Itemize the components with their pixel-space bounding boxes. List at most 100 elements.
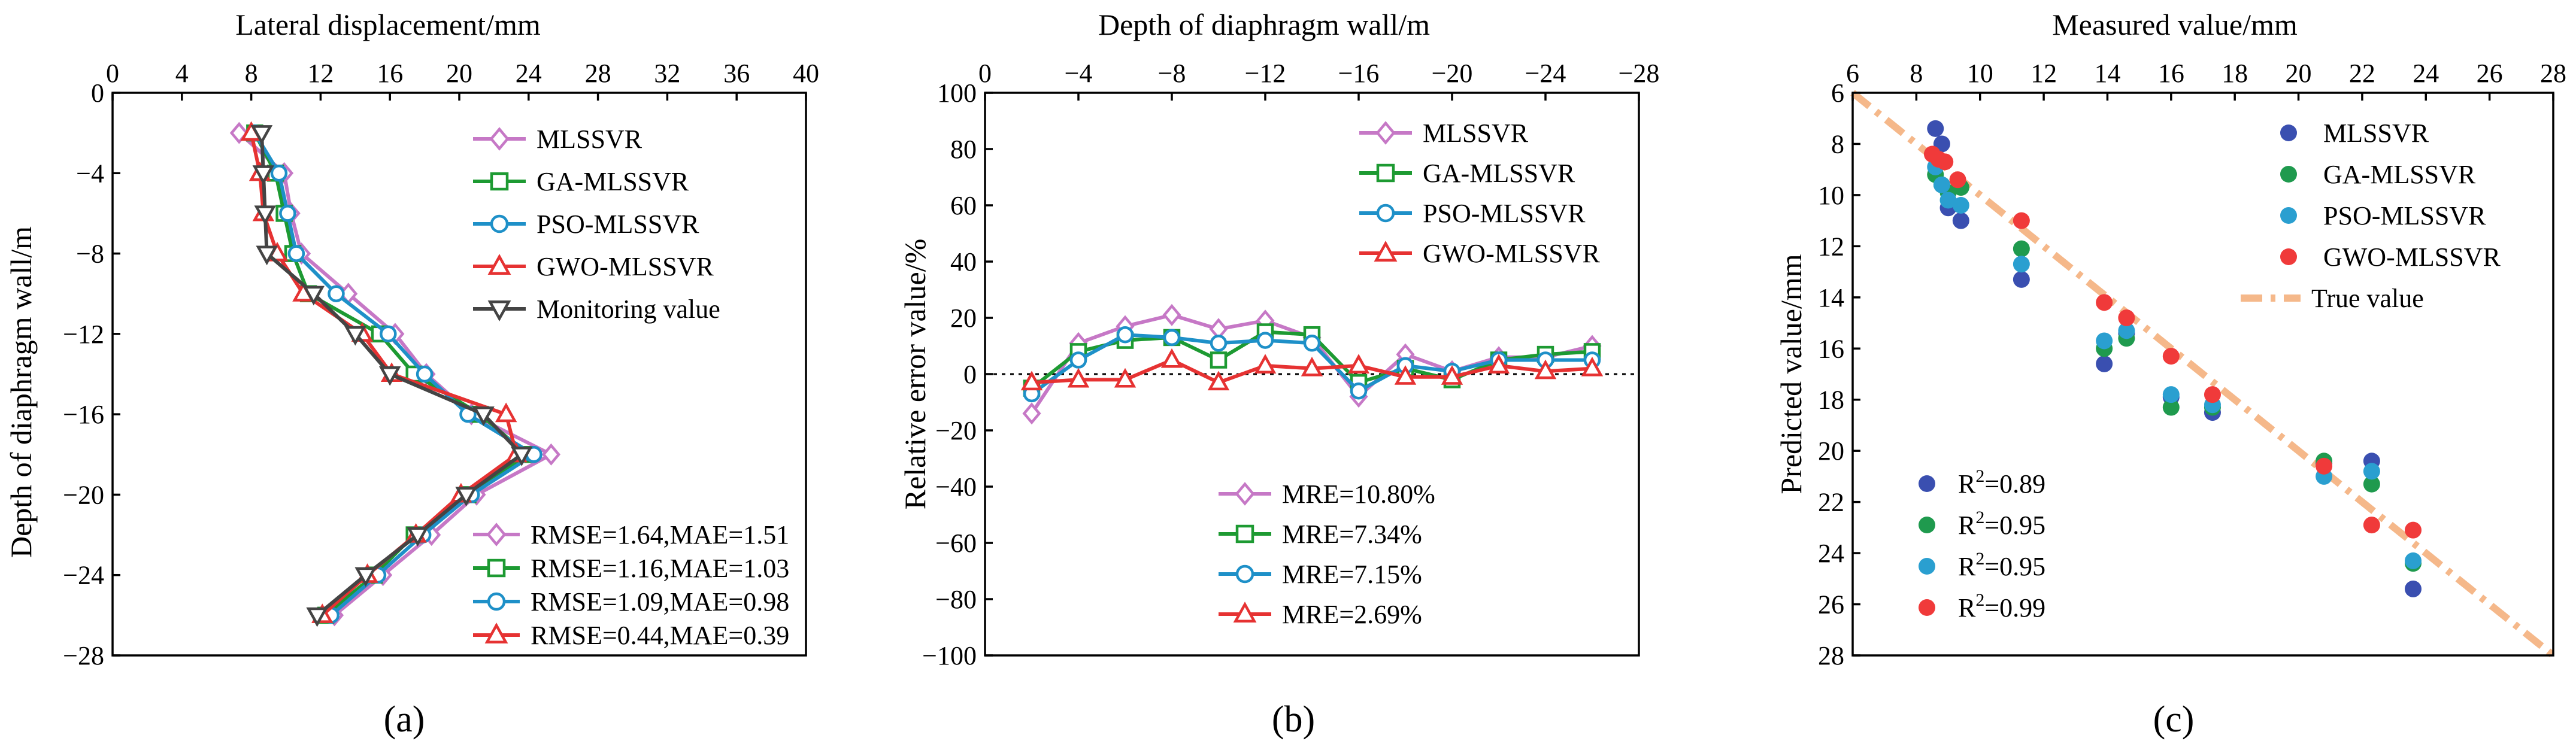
legend-a-metric-pso-mlssvr-text: RMSE=1.09,MAE=0.98	[531, 587, 789, 617]
panel-b-y-tick-label: 60	[950, 191, 977, 220]
legend-b-pso-mlssvr-swatch-marker	[1376, 204, 1395, 223]
point-gwo-mlssvr	[1581, 356, 1604, 376]
point-gwo-mlssvr	[1441, 365, 1463, 385]
point-gwo-mlssvr	[1301, 356, 1323, 376]
panel-b-label: (b)	[1272, 699, 1315, 740]
scatter-point-gwo-mlssvr	[2096, 294, 2113, 311]
legend-a-metric-mlssvr-swatch-marker	[486, 523, 507, 546]
point-pso-mlssvr	[416, 365, 434, 383]
legend-b-gwo-mlssvr-text: GWO-MLSSVR	[1423, 239, 1600, 268]
point-monitoring-value	[354, 567, 377, 587]
point-monitoring-value	[510, 447, 533, 466]
legend-a-metric-ga-mlssvr-text: RMSE=1.16,MAE=1.03	[531, 554, 789, 583]
scatter-point-pso-mlssvr	[2013, 256, 2030, 273]
panel-a-chart: Lateral displacement/mm Depth of diaphra…	[4, 8, 819, 740]
panel-a-x-tick-label: 40	[793, 59, 819, 88]
point-gwo-mlssvr	[1020, 371, 1043, 391]
panel-a-x-tick-label: 0	[106, 59, 119, 88]
panel-b-y-tick-label: 80	[950, 135, 977, 164]
panel-c-x-tick-label: 20	[2286, 59, 2312, 88]
point-monitoring-value	[302, 286, 325, 306]
legend-a-monitoring-value-swatch-marker	[487, 300, 511, 321]
panel-c-y-tick-label: 8	[1831, 129, 1844, 159]
panel-a-y-tick-label: −24	[63, 561, 104, 590]
legend-a-metric-gwo-mlssvr-swatch-marker	[484, 623, 508, 643]
legend-c-pso-mlssvr-swatch	[2280, 207, 2297, 224]
panel-c-x-tick-label: 22	[2349, 59, 2375, 88]
panel-b-x-tick-label: −4	[1065, 59, 1093, 88]
point-gwo-mlssvr	[1534, 359, 1557, 379]
panel-c-chart: Measured value/mm Predicted value/mm 6 8 1…	[1774, 8, 2566, 740]
point-pso-mlssvr	[279, 205, 296, 222]
legend-c-gwo-mlssvr-text: GWO-MLSSVR	[2323, 242, 2501, 272]
legend-c-mlssvr-swatch	[2280, 125, 2297, 141]
point-monitoring-value	[250, 125, 273, 145]
panel-b-x-tick-label: −28	[1619, 59, 1660, 88]
legend-b-metric-mlssvr-text: MRE=10.80%	[1282, 479, 1435, 509]
point-monitoring-value	[344, 326, 366, 346]
panel-c-label: (c)	[2153, 699, 2195, 740]
legend-a-ga-mlssvr-text: GA-MLSSVR	[537, 167, 689, 196]
panel-a-y-tick-label: −4	[76, 159, 104, 188]
panel-b-y-tick-label: −80	[935, 585, 977, 614]
panel-c-y-tick-label: 18	[1818, 385, 1844, 415]
scatter-point-gwo-mlssvr	[2013, 212, 2030, 229]
point-pso-mlssvr	[1210, 335, 1228, 352]
point-gwo-mlssvr	[1207, 371, 1230, 391]
panel-a-x-title: Lateral displacement/mm	[235, 8, 541, 41]
point-monitoring-value	[472, 406, 495, 426]
legend-b-mlssvr-text: MLSSVR	[1423, 119, 1529, 148]
point-pso-mlssvr	[270, 165, 288, 182]
legend-b-metric-mlssvr-swatch-marker	[1235, 482, 1255, 506]
scatter-point-mlssvr	[2013, 271, 2030, 288]
legend-c-gwo-mlssvr-swatch	[2280, 248, 2297, 265]
legend-c-mlssvr-text: MLSSVR	[2323, 119, 2429, 148]
legend-a-pso-mlssvr-swatch-marker	[490, 214, 509, 233]
legend-c-r2-ga-mlssvr-text: R2=0.95	[1958, 508, 2045, 540]
point-pso-mlssvr	[328, 285, 345, 302]
panel-b-x-tick-label: −20	[1432, 59, 1473, 88]
panel-a-x-tick-label: 28	[585, 59, 611, 88]
point-gwo-mlssvr	[1160, 348, 1183, 368]
point-pso-mlssvr	[1256, 332, 1274, 349]
legend-b-metric-ga-mlssvr-swatch-marker	[1235, 524, 1254, 543]
scatter-point-pso-mlssvr	[1939, 192, 1957, 209]
panel-c-x-tick-label: 8	[1910, 59, 1923, 88]
panel-c-y-title: Predicted value/mm	[1774, 254, 1808, 494]
legend-b-metric-gwo-mlssvr-swatch-marker	[1233, 602, 1257, 623]
panel-c-true-value-line	[1850, 90, 2556, 658]
panel-b-x-tick-label: −16	[1338, 59, 1380, 88]
panel-c-y-tick-label: 22	[1818, 488, 1844, 517]
scatter-point-pso-mlssvr	[2118, 322, 2135, 339]
panel-c-y-tick-label: 26	[1818, 590, 1844, 620]
panel-b-y-tick-label: 100	[937, 78, 977, 108]
legend-c-ga-mlssvr-text: GA-MLSSVR	[2323, 160, 2476, 189]
panel-a-y-tick-label: −16	[63, 400, 104, 429]
legend-b-metric-gwo-mlssvr-text: MRE=2.69%	[1282, 600, 1422, 629]
point-pso-mlssvr	[1163, 329, 1181, 347]
point-gwo-mlssvr	[495, 402, 517, 423]
panel-b-y-tick-label: −40	[935, 472, 977, 502]
scatter-point-mlssvr	[1927, 120, 1944, 137]
scatter-point-ga-mlssvr	[2162, 399, 2180, 416]
panel-b-x-title: Depth of diaphragm wall/m	[1098, 8, 1430, 41]
point-mlssvr	[229, 122, 248, 144]
point-mlssvr	[1022, 402, 1041, 425]
panel-a-x-tick-label: 32	[654, 59, 680, 88]
scatter-point-pso-mlssvr	[2405, 552, 2422, 569]
legend-c-r2-mlssvr-swatch	[1919, 475, 1935, 492]
legend-b-ga-mlssvr-swatch-marker	[1376, 163, 1395, 183]
legend-a-pso-mlssvr-text: PSO-MLSSVR	[537, 209, 699, 239]
point-monitoring-value	[407, 527, 429, 547]
panel-b-y-tick-label: −100	[922, 641, 977, 670]
legend-b-metric-pso-mlssvr-swatch-marker	[1235, 564, 1254, 584]
panel-b-y-tick-label: −20	[935, 416, 977, 445]
panel-c-x-title: Measured value/mm	[2052, 8, 2298, 41]
legend-c-r2-pso-mlssvr-text: R2=0.95	[1958, 549, 2045, 581]
scatter-point-pso-mlssvr	[1933, 176, 1950, 193]
panel-a-y-tick-label: −12	[63, 320, 104, 349]
scatter-point-gwo-mlssvr	[2162, 348, 2180, 365]
legend-a-metric-pso-mlssvr-swatch-marker	[487, 592, 506, 611]
legend-b-metric-ga-mlssvr-text: MRE=7.34%	[1282, 520, 1422, 549]
panel-c-y-tick-label: 20	[1818, 436, 1844, 466]
